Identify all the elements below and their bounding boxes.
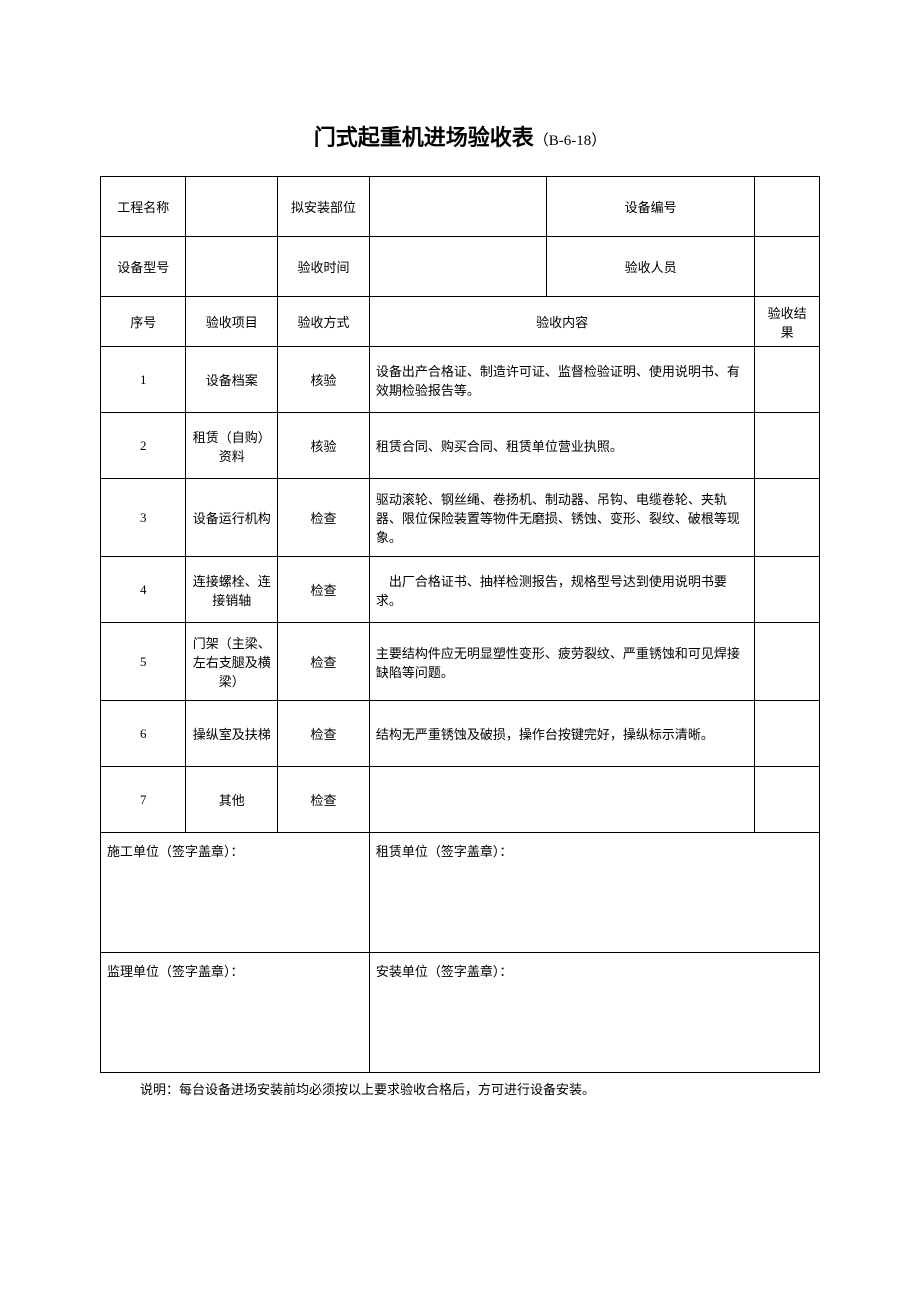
cell-content: 设备出产合格证、制造许可证、监督检验证明、使用说明书、有效期检验报告等。: [369, 347, 755, 413]
col-method: 验收方式: [278, 297, 370, 347]
cell-method: 检查: [278, 623, 370, 701]
cell-result: [755, 557, 820, 623]
label-install-position: 拟安装部位: [278, 177, 370, 237]
cell-result: [755, 701, 820, 767]
cell-seq: 6: [101, 701, 186, 767]
cell-seq: 4: [101, 557, 186, 623]
cell-method: 检查: [278, 479, 370, 557]
label-equipment-model: 设备型号: [101, 237, 186, 297]
col-seq: 序号: [101, 297, 186, 347]
value-install-position: [369, 177, 546, 237]
column-header-row: 序号 验收项目 验收方式 验收内容 验收结果: [101, 297, 820, 347]
cell-content: 租赁合同、购买合同、租赁单位营业执照。: [369, 413, 755, 479]
cell-content: 主要结构件应无明显塑性变形、疲劳裂纹、严重锈蚀和可见焊接缺陷等问题。: [369, 623, 755, 701]
sig-supervision: 监理单位（签字盖章）：: [101, 953, 370, 1073]
cell-seq: 1: [101, 347, 186, 413]
value-acceptance-time: [369, 237, 546, 297]
cell-item: 门架（主梁、左右支腿及横梁）: [186, 623, 278, 701]
table-row: 3 设备运行机构 检查 驱动滚轮、钢丝绳、卷扬机、制动器、吊钩、电缆卷轮、夹轨器…: [101, 479, 820, 557]
value-equipment-model: [186, 237, 278, 297]
cell-method: 核验: [278, 413, 370, 479]
cell-method: 检查: [278, 557, 370, 623]
cell-result: [755, 767, 820, 833]
cell-item: 设备档案: [186, 347, 278, 413]
document-title: 门式起重机进场验收表（B-6-18）: [100, 120, 820, 152]
label-equipment-number: 设备编号: [546, 177, 754, 237]
title-main: 门式起重机进场验收表: [314, 125, 534, 150]
signature-row-1: 施工单位（签字盖章）： 租赁单位（签字盖章）：: [101, 833, 820, 953]
table-row: 1 设备档案 核验 设备出产合格证、制造许可证、监督检验证明、使用说明书、有效期…: [101, 347, 820, 413]
cell-seq: 2: [101, 413, 186, 479]
table-row: 2 租赁（自购）资料 核验 租赁合同、购买合同、租赁单位营业执照。: [101, 413, 820, 479]
value-acceptance-personnel: [755, 237, 820, 297]
title-code: （B-6-18）: [534, 133, 607, 149]
table-row: 7 其他 检查: [101, 767, 820, 833]
cell-content: 结构无严重锈蚀及破损，操作台按键完好，操纵标示清晰。: [369, 701, 755, 767]
table-row: 5 门架（主梁、左右支腿及横梁） 检查 主要结构件应无明显塑性变形、疲劳裂纹、严…: [101, 623, 820, 701]
cell-content: [369, 767, 755, 833]
cell-result: [755, 479, 820, 557]
table-row: 4 连接螺栓、连接销轴 检查 出厂合格证书、抽样检测报告，规格型号达到使用说明书…: [101, 557, 820, 623]
cell-item: 其他: [186, 767, 278, 833]
cell-content: 出厂合格证书、抽样检测报告，规格型号达到使用说明书要求。: [369, 557, 755, 623]
sig-construction: 施工单位（签字盖章）：: [101, 833, 370, 953]
cell-seq: 3: [101, 479, 186, 557]
cell-seq: 7: [101, 767, 186, 833]
cell-result: [755, 413, 820, 479]
cell-result: [755, 623, 820, 701]
cell-item: 租赁（自购）资料: [186, 413, 278, 479]
cell-method: 检查: [278, 767, 370, 833]
col-content: 验收内容: [369, 297, 755, 347]
cell-item: 设备运行机构: [186, 479, 278, 557]
table-row: 6 操纵室及扶梯 检查 结构无严重锈蚀及破损，操作台按键完好，操纵标示清晰。: [101, 701, 820, 767]
sig-installation: 安装单位（签字盖章）：: [369, 953, 819, 1073]
label-acceptance-personnel: 验收人员: [546, 237, 754, 297]
signature-row-2: 监理单位（签字盖章）： 安装单位（签字盖章）：: [101, 953, 820, 1073]
footer-note: 说明：每台设备进场安装前均必须按以上要求验收合格后，方可进行设备安装。: [100, 1079, 820, 1098]
cell-item: 连接螺栓、连接销轴: [186, 557, 278, 623]
value-equipment-number: [755, 177, 820, 237]
col-result: 验收结果: [755, 297, 820, 347]
sig-lease: 租赁单位（签字盖章）：: [369, 833, 819, 953]
cell-method: 核验: [278, 347, 370, 413]
cell-content: 驱动滚轮、钢丝绳、卷扬机、制动器、吊钩、电缆卷轮、夹轨器、限位保险装置等物件无磨…: [369, 479, 755, 557]
col-item: 验收项目: [186, 297, 278, 347]
label-acceptance-time: 验收时间: [278, 237, 370, 297]
info-row-1: 工程名称 拟安装部位 设备编号: [101, 177, 820, 237]
value-project-name: [186, 177, 278, 237]
cell-method: 检查: [278, 701, 370, 767]
info-row-2: 设备型号 验收时间 验收人员: [101, 237, 820, 297]
cell-item: 操纵室及扶梯: [186, 701, 278, 767]
cell-result: [755, 347, 820, 413]
acceptance-table: 工程名称 拟安装部位 设备编号 设备型号 验收时间 验收人员 序号 验收项目 验…: [100, 176, 820, 1073]
cell-seq: 5: [101, 623, 186, 701]
label-project-name: 工程名称: [101, 177, 186, 237]
